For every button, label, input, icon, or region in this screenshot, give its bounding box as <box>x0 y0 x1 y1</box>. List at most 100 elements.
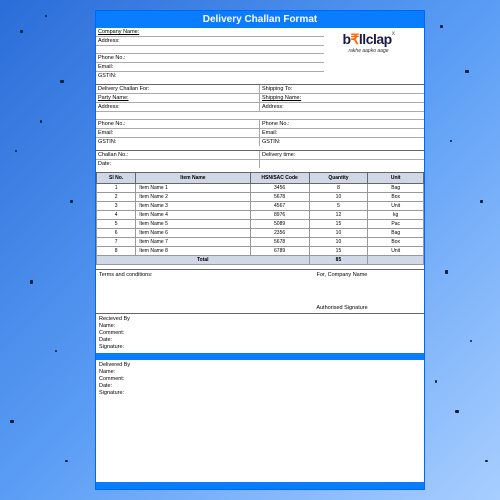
cell-name: Item Name 2 <box>136 193 250 202</box>
received-by-block: Recieved By Name: Comment: Date: Signatu… <box>96 314 424 353</box>
party-phone-label: Phone No.: <box>96 120 128 128</box>
deliv-date: Date: <box>99 383 421 390</box>
col-sl: Sl No. <box>97 173 136 184</box>
deliv-comment: Comment: <box>99 376 421 383</box>
shipname-label: Shipping Name: <box>260 94 303 102</box>
cell-hsn: 4567 <box>250 202 309 211</box>
cell-name: Item Name 6 <box>136 229 250 238</box>
ship-email-label: Email: <box>260 129 279 137</box>
cell-qty: 15 <box>309 220 368 229</box>
deliv-header: Delivered By <box>99 362 421 369</box>
cell-unit: kg <box>368 211 424 220</box>
table-row: 4Item Name 4897612kg <box>97 211 424 220</box>
cell-hsn: 8976 <box>250 211 309 220</box>
cell-name: Item Name 7 <box>136 238 250 247</box>
company-fields: Company Name: Address: Phone No.: Email:… <box>96 28 424 80</box>
items-section: Sl No. Item Name HSN/SAC Code Quantity U… <box>96 172 424 265</box>
col-name: Item Name <box>136 173 250 184</box>
terms-label: Terms and conditions: <box>99 272 257 278</box>
for-company-label: For, Company Name <box>263 272 421 278</box>
table-row: 1Item Name 134568Bag <box>97 184 424 193</box>
recv-comment: Comment: <box>99 330 421 337</box>
ship-gstin-label: GSTIN: <box>260 138 282 146</box>
cell-name: Item Name 5 <box>136 220 250 229</box>
recv-signature: Signature: <box>99 344 421 351</box>
party-label: Party Name: <box>96 94 131 102</box>
cell-unit: Pac <box>368 220 424 229</box>
cell-name: Item Name 1 <box>136 184 250 193</box>
company-name-label: Company Name: <box>96 28 151 36</box>
terms-signature-block: Terms and conditions: For, Company Name … <box>96 269 424 314</box>
party-gstin-label: GSTIN: <box>96 138 118 146</box>
items-table: Sl No. Item Name HSN/SAC Code Quantity U… <box>96 172 424 265</box>
cell-name: Item Name 8 <box>136 247 250 256</box>
table-row: 3Item Name 345675Unit <box>97 202 424 211</box>
party-shipping-fields: Delivery Challan For: Shipping To: Party… <box>96 84 424 146</box>
cell-qty: 10 <box>309 229 368 238</box>
cell-name: Item Name 4 <box>136 211 250 220</box>
party-email-label: Email: <box>96 129 115 137</box>
cell-unit: Unit <box>368 202 424 211</box>
cell-unit: Box <box>368 193 424 202</box>
delivery-time-label: Delivery time: <box>260 151 297 159</box>
total-row: Total 85 <box>97 256 424 265</box>
table-row: 7Item Name 7567810Box <box>97 238 424 247</box>
col-hsn: HSN/SAC Code <box>250 173 309 184</box>
address-label: Address: <box>96 37 151 45</box>
email-label: Email: <box>96 63 151 71</box>
cell-hsn: 5678 <box>250 193 309 202</box>
total-label: Total <box>97 256 310 265</box>
cell-qty: 15 <box>309 247 368 256</box>
cell-sl: 7 <box>97 238 136 247</box>
cell-hsn: 5089 <box>250 220 309 229</box>
recv-header: Recieved By <box>99 316 421 323</box>
shipto-label: Shipping To: <box>260 85 294 93</box>
col-qty: Quantity <box>309 173 368 184</box>
cell-sl: 1 <box>97 184 136 193</box>
table-row: 6Item Name 6235610Bag <box>97 229 424 238</box>
cell-unit: Bag <box>368 229 424 238</box>
ship-address-label: Address: <box>260 103 286 111</box>
recv-name: Name: <box>99 323 421 330</box>
party-address-label: Address: <box>96 103 122 111</box>
gstin-label: GSTIN: <box>96 72 151 80</box>
phone-label: Phone No.: <box>96 54 151 62</box>
divider-bar <box>96 353 424 360</box>
footer-bar <box>96 482 424 489</box>
recv-date: Date: <box>99 337 421 344</box>
cell-name: Item Name 3 <box>136 202 250 211</box>
cell-sl: 2 <box>97 193 136 202</box>
auth-signature-label: Authorised Signature <box>263 305 421 311</box>
cell-hsn: 2356 <box>250 229 309 238</box>
cell-hsn: 6789 <box>250 247 309 256</box>
items-header-row: Sl No. Item Name HSN/SAC Code Quantity U… <box>97 173 424 184</box>
total-qty: 85 <box>309 256 368 265</box>
cell-hsn: 5678 <box>250 238 309 247</box>
table-row: 5Item Name 5508915Pac <box>97 220 424 229</box>
cell-sl: 6 <box>97 229 136 238</box>
cell-sl: 4 <box>97 211 136 220</box>
cell-unit: Unit <box>368 247 424 256</box>
cell-qty: 10 <box>309 193 368 202</box>
table-row: 2Item Name 2567810Box <box>97 193 424 202</box>
cell-qty: 10 <box>309 238 368 247</box>
table-row: 8Item Name 8678915Unit <box>97 247 424 256</box>
deliv-name: Name: <box>99 369 421 376</box>
dcf-label: Delivery Challan For: <box>96 85 151 93</box>
cell-unit: Bag <box>368 184 424 193</box>
delivery-challan-document: Delivery Challan Format b₹llclapx rakhe … <box>95 10 425 490</box>
cell-qty: 12 <box>309 211 368 220</box>
cell-sl: 8 <box>97 247 136 256</box>
document-title: Delivery Challan Format <box>96 11 424 28</box>
cell-qty: 8 <box>309 184 368 193</box>
date-label: Date: <box>96 160 113 168</box>
col-unit: Unit <box>368 173 424 184</box>
cell-qty: 5 <box>309 202 368 211</box>
cell-sl: 3 <box>97 202 136 211</box>
ship-phone-label: Phone No.: <box>260 120 292 128</box>
cell-unit: Box <box>368 238 424 247</box>
challan-meta-fields: Challan No.: Delivery time: Date: <box>96 150 424 168</box>
cell-hsn: 3456 <box>250 184 309 193</box>
cell-sl: 5 <box>97 220 136 229</box>
delivered-by-block: Delivered By Name: Comment: Date: Signat… <box>96 360 424 399</box>
